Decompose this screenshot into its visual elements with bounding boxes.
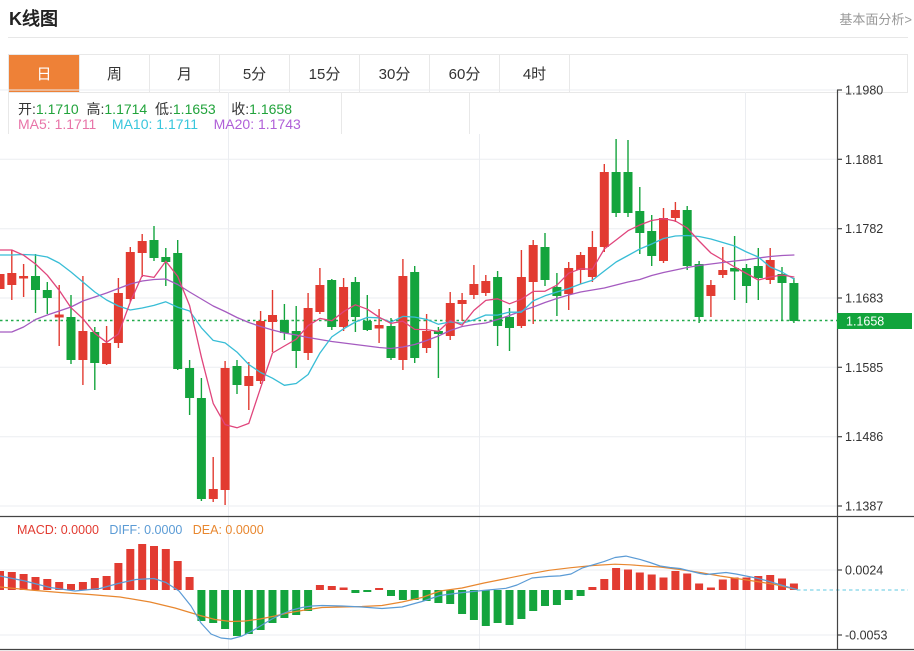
svg-text:1.1683: 1.1683	[845, 292, 883, 306]
svg-text:1.1980: 1.1980	[845, 85, 883, 98]
svg-text:1.1782: 1.1782	[845, 222, 883, 236]
svg-text:0.0024: 0.0024	[845, 564, 883, 578]
svg-text:1.1387: 1.1387	[845, 500, 883, 514]
svg-text:1.1486: 1.1486	[845, 430, 883, 444]
svg-text:1.1658: 1.1658	[846, 315, 884, 329]
svg-text:1.1585: 1.1585	[845, 361, 883, 375]
svg-text:-0.0053: -0.0053	[845, 629, 887, 643]
svg-text:1.1881: 1.1881	[845, 153, 883, 167]
